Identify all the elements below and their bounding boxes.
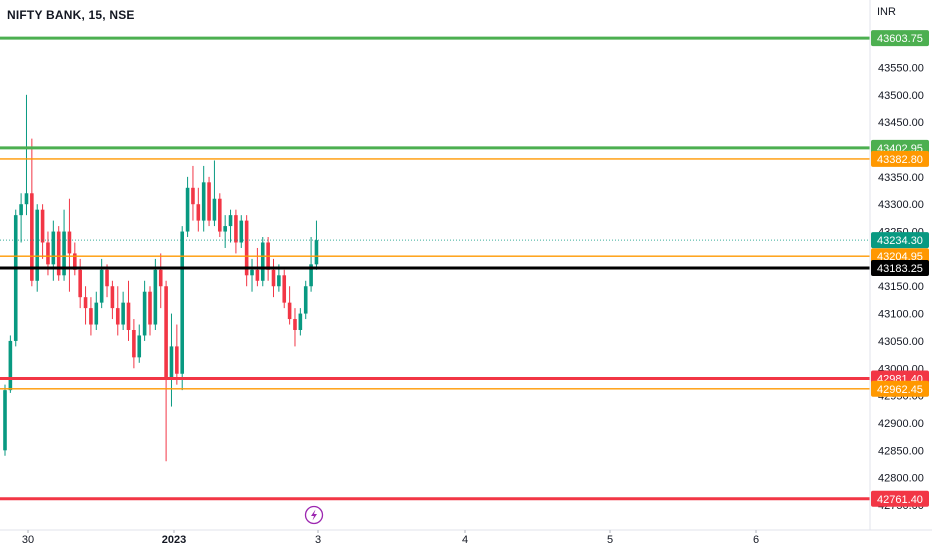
candle-body	[56, 231, 61, 276]
candle-body	[3, 390, 7, 451]
time-axis[interactable]: 30 2023 3 4 5 6	[0, 529, 932, 546]
price-tick-label: 43350.00	[878, 172, 924, 184]
currency-label: INR	[877, 6, 896, 18]
candle-body	[185, 187, 190, 232]
candle-body	[115, 308, 120, 325]
candle-body	[8, 340, 13, 391]
candle-body	[282, 275, 287, 303]
candle-body	[13, 215, 18, 341]
candle-body	[277, 275, 281, 287]
event-marker-icon[interactable]	[304, 505, 324, 525]
level-price-tag-bg	[871, 260, 929, 277]
price-tick-label: 42900.00	[878, 418, 924, 430]
candle-body	[110, 286, 115, 309]
candle-body	[105, 269, 109, 287]
candle-body	[260, 242, 265, 281]
chart-title: NIFTY BANK, 15, NSE	[7, 8, 135, 22]
price-tick-label: 43450.00	[878, 117, 924, 129]
time-tick-label: 4	[462, 534, 468, 546]
candle-body	[46, 242, 50, 265]
candle-body	[309, 264, 313, 287]
price-tick-label: 43500.00	[878, 90, 924, 102]
candle-body	[35, 209, 40, 281]
price-tick-label: 43100.00	[878, 309, 924, 321]
candle-body	[89, 308, 93, 325]
candle-body	[298, 313, 303, 330]
level-price-tag: 43382.80	[877, 154, 923, 166]
candle-body	[51, 231, 56, 265]
candle-body	[30, 193, 34, 281]
candle-body	[196, 204, 201, 221]
candle-body	[218, 198, 222, 232]
price-tick-label: 43300.00	[878, 199, 924, 211]
time-tick-label: 6	[753, 534, 759, 546]
candle-body	[153, 269, 158, 325]
candle-body	[132, 329, 136, 358]
level-layer	[0, 36, 870, 501]
candle-body	[234, 215, 238, 243]
candle-body	[228, 215, 233, 227]
candle-body	[207, 182, 211, 221]
candle-body	[239, 220, 244, 243]
candle-body	[99, 269, 104, 303]
price-tick-label: 43550.00	[878, 62, 924, 74]
candle-body	[78, 269, 82, 298]
time-tick-label: 30	[22, 534, 34, 546]
time-tick-label: 5	[607, 534, 613, 546]
candle-body	[223, 226, 227, 232]
level-price-tag-bg	[871, 150, 929, 167]
time-tick-label: 2023	[162, 534, 186, 546]
candle-body	[73, 253, 77, 270]
candle-body	[83, 297, 88, 309]
candle-body	[62, 231, 66, 276]
candle-body	[169, 346, 174, 380]
candle-body	[164, 286, 168, 380]
candle-body	[250, 269, 254, 276]
candle-body	[287, 302, 292, 320]
price-tick-label: 42850.00	[878, 445, 924, 457]
level-price-tag: 42962.45	[877, 384, 923, 396]
candle-body	[24, 193, 29, 205]
candle-body	[94, 302, 99, 325]
candle-body	[191, 187, 195, 205]
level-price-tag: 43183.25	[877, 263, 923, 275]
level-price-tag-bg	[871, 380, 929, 397]
candle-body	[303, 286, 308, 314]
candle-layer	[3, 94, 319, 462]
candle-body	[19, 204, 23, 216]
candle-body	[314, 240, 319, 265]
time-tick-label: 3	[315, 534, 321, 546]
level-price-tag-bg	[871, 30, 929, 47]
candle-body	[137, 335, 142, 358]
level-price-tag: 42761.40	[877, 494, 923, 506]
level-price-tag: 43603.75	[877, 33, 923, 45]
candle-body	[148, 291, 152, 325]
price-tick-label: 43150.00	[878, 281, 924, 293]
candle-body	[40, 209, 45, 243]
last-price-tag: 43234.30	[877, 235, 923, 247]
candle-body	[142, 291, 147, 336]
price-tick-label: 42800.00	[878, 473, 924, 485]
candle-body	[212, 198, 217, 221]
price-tick-label: 43050.00	[878, 336, 924, 348]
candle-body	[255, 269, 260, 281]
candle-body	[158, 269, 163, 287]
candle-body	[271, 269, 276, 287]
candle-body	[244, 220, 249, 276]
candle-body	[180, 231, 185, 374]
level-price-tag-bg	[871, 490, 929, 507]
candle-body	[126, 302, 131, 330]
candle-body	[293, 319, 297, 330]
candle-body	[67, 231, 72, 254]
candle-body	[121, 302, 125, 325]
candle-body	[201, 182, 206, 221]
last-price-tag-bg	[871, 232, 929, 249]
price-tags: 43603.7543402.9543382.8043204.9543183.25…	[871, 30, 929, 507]
candle-body	[175, 346, 179, 374]
